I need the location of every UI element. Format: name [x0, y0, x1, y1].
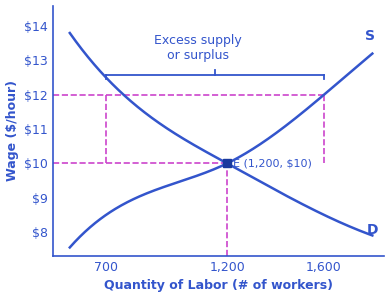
Y-axis label: Wage ($/hour): Wage ($/hour) [5, 80, 19, 181]
Text: Excess supply
or surplus: Excess supply or surplus [154, 35, 242, 63]
X-axis label: Quantity of Labor (# of workers): Quantity of Labor (# of workers) [104, 280, 333, 292]
Text: D: D [367, 223, 378, 237]
Text: E (1,200, $10): E (1,200, $10) [233, 159, 312, 168]
Text: S: S [365, 30, 375, 44]
